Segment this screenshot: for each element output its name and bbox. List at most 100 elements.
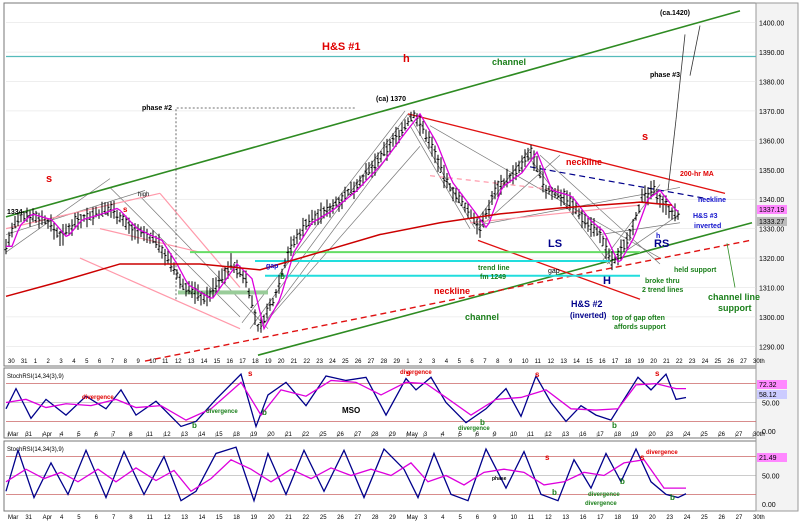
x-tick-label-mid: 18: [614, 432, 621, 438]
stoch-annotation-divergence3: divergence: [400, 370, 432, 376]
x-tick-label-top: 7: [111, 359, 115, 365]
x-tick-label-top: 10: [522, 359, 529, 365]
phase3-marker: [667, 119, 677, 191]
fan-line: [474, 148, 531, 223]
x-tick-label-mid: 16: [580, 432, 587, 438]
x-tick-label-mid: 27: [355, 432, 362, 438]
x-tick-label-bottom: 26: [337, 515, 344, 521]
x-tick-label-mid: 24: [684, 432, 691, 438]
200hr-moving-average: [5, 201, 673, 298]
x-tick-label-mid: May: [406, 432, 417, 438]
annotation-phase3: phase #3: [650, 72, 680, 79]
x-tick-label-bottom: Apr: [43, 515, 52, 521]
x-tick-label-top: 25: [342, 359, 349, 365]
stoch-tick-label: 0.00: [762, 502, 776, 509]
x-tick-label-mid: 11: [528, 432, 535, 438]
pink-channel-line: [5, 192, 161, 230]
annotation-h_inv: h: [656, 233, 660, 240]
x-tick-label-bottom: 18: [614, 515, 621, 521]
x-tick-label-top: 13: [560, 359, 567, 365]
fan-line: [606, 213, 681, 265]
x-tick-label-mid: 25: [701, 432, 708, 438]
annotation-trendline: trend line: [478, 265, 510, 272]
fan-line: [109, 187, 241, 318]
x-tick-label-bottom: 20: [268, 515, 275, 521]
x-tick-label-top: 15: [586, 359, 593, 365]
x-axis-bottom: Mar 31 Apr 4 5 6 7 8 11 12 13 14 15 18 19 20 21 22 25 26 27 2…: [8, 515, 765, 521]
last-price-label: 1333.27: [759, 219, 784, 226]
x-tick-label-mid: 5: [458, 432, 462, 438]
annotation-inverted3: inverted: [694, 223, 721, 230]
x-tick-label-top: 24: [329, 359, 336, 365]
x-tick-label-top: 18: [625, 359, 632, 365]
annotation-ls: LS: [548, 238, 562, 250]
stoch-annotation-divergence1: divergence: [646, 450, 678, 456]
x-tick-label-top: 12: [175, 359, 182, 365]
x-tick-label-bottom: 29: [389, 515, 396, 521]
stoch-panel-2-frame: [3, 440, 757, 512]
x-tick-label-mid: 5: [77, 432, 81, 438]
x-tick-label-top: 30th: [753, 359, 765, 365]
x-tick-label-bottom: 27: [355, 515, 362, 521]
x-tick-label-bottom: 20: [649, 515, 656, 521]
x-tick-label-mid: 13: [562, 432, 569, 438]
x-tick-label-top: 26: [355, 359, 362, 365]
support-pointer: [726, 243, 736, 288]
stoch-annotation-b2: b: [620, 477, 625, 486]
annotation-channel_bottom: channel: [465, 312, 499, 322]
x-tick-label-top: 20: [650, 359, 657, 365]
x-tick-label-top: 16: [226, 359, 233, 365]
stoch-annotation-s2: s: [640, 453, 645, 462]
x-tick-label-mid: 3: [424, 432, 428, 438]
x-tick-label-bottom: 16: [580, 515, 587, 521]
stoch-last-value: 21.49: [759, 455, 777, 462]
x-tick-label-top: 8: [496, 359, 500, 365]
stoch-annotation-b3: b: [670, 493, 675, 502]
price-drawings: [5, 10, 756, 362]
x-tick-label-top: 14: [573, 359, 580, 365]
x-tick-label-mid: 14: [199, 432, 206, 438]
pink-channel-line: [79, 257, 241, 330]
x-tick-label-mid: 18: [233, 432, 240, 438]
annotation-rs: RS: [654, 238, 669, 250]
x-tick-label-mid: 12: [545, 432, 552, 438]
stoch-title: StochRSI(14,34(3),9): [7, 447, 64, 453]
x-tick-label-bottom: 9: [493, 515, 497, 521]
x-tick-label-bottom: Mar: [8, 515, 18, 521]
x-tick-label-mid: Apr: [43, 432, 52, 438]
x-tick-label-top: 19: [265, 359, 272, 365]
x-tick-label-top: 25: [714, 359, 721, 365]
stoch-tick-label: 50.00: [762, 474, 780, 481]
x-tick-label-top: 8: [124, 359, 128, 365]
stoch-annotation-b1: b: [192, 421, 197, 430]
stoch-main-line: [5, 372, 687, 429]
annotation-channel_top: channel: [492, 57, 526, 67]
stoch-panel-2: StochRSI(14,34(3),9) 50.00 0.00 21.49 diverg…: [5, 446, 787, 509]
x-tick-label-bottom: 25: [320, 515, 327, 521]
x-tick-label-bottom: 6: [476, 515, 480, 521]
stoch-annotation-divergence2: divergence: [206, 409, 238, 415]
price-axis: 1290.00 1300.00 1310.00 1320.00 1330.00 1340.…: [759, 21, 784, 352]
x-tick-label-bottom: 26: [718, 515, 725, 521]
x-tick-label-mid: 19: [251, 432, 258, 438]
stoch-annotation-divergence2: divergence: [588, 492, 620, 498]
neckline-bottom-line: [477, 239, 641, 300]
annotation-channel_support2: support: [718, 303, 752, 313]
price-tick-label: 1360.00: [759, 138, 784, 145]
x-tick-label-bottom: 17: [597, 515, 604, 521]
x-tick-label-top: 14: [201, 359, 208, 365]
x-tick-label-mid: 26: [337, 432, 344, 438]
x-tick-label-top: 23: [689, 359, 696, 365]
x-tick-label-mid: 20: [268, 432, 275, 438]
stoch-annotation-b3: b: [480, 418, 485, 427]
red-dashed-support-line: [144, 239, 751, 362]
annotation-top_of_gap2: affords support: [614, 324, 666, 331]
x-tick-label-mid: 9: [493, 432, 497, 438]
fast-moving-average: [6, 112, 679, 331]
x-tick-label-mid: 21: [285, 432, 292, 438]
fan-line: [5, 178, 111, 253]
x-tick-label-top: 10: [149, 359, 156, 365]
pink-channel-line: [159, 192, 241, 288]
last-price-label: 1337.19: [759, 207, 784, 214]
annotation-s_right: s: [642, 131, 648, 143]
